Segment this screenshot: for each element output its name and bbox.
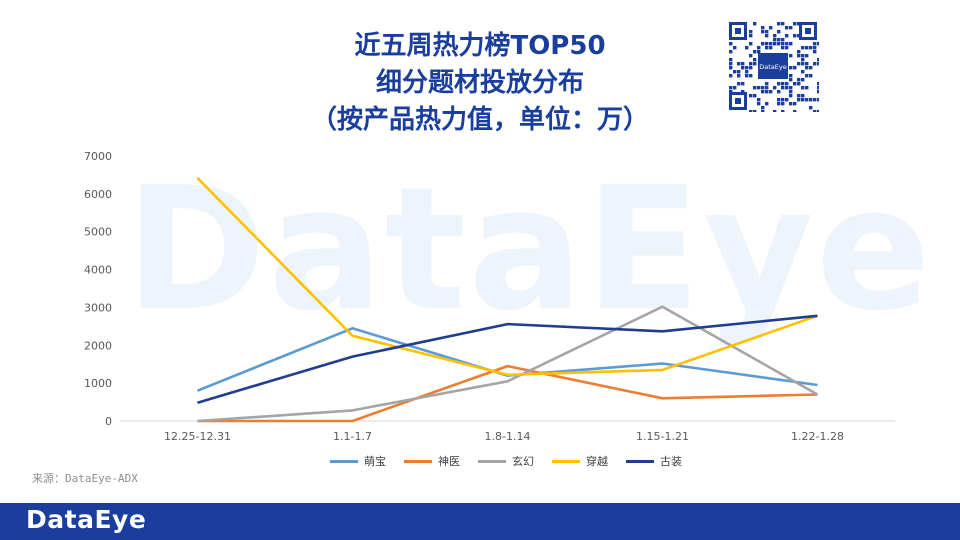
footer-logo: DataEye <box>26 505 147 534</box>
qr-code: DataEye <box>727 20 819 112</box>
legend-item-1: 萌宝 <box>330 453 386 469</box>
qr-badge-text: DataEye <box>759 63 786 71</box>
legend-label: 古装 <box>660 455 682 468</box>
y-tick-label: 2000 <box>84 339 112 352</box>
legend-item-4: 穿越 <box>552 453 608 469</box>
y-tick-label: 3000 <box>84 301 112 314</box>
x-tick-label: 1.15-1.21 <box>636 430 689 443</box>
legend-swatch <box>626 459 654 463</box>
source-note: 来源：DataEye-ADX <box>32 472 138 485</box>
series-line-5 <box>197 314 818 405</box>
y-tick-label: 5000 <box>84 226 112 239</box>
qr-finder-top-right <box>799 22 817 40</box>
y-tick-label: 4000 <box>84 264 112 277</box>
legend-swatch <box>552 459 580 463</box>
x-tick-label: 1.8-1.14 <box>485 430 531 443</box>
legend-swatch <box>478 459 506 463</box>
legend-swatch <box>330 459 358 463</box>
x-tick-label: 1.1-1.7 <box>333 430 372 443</box>
qr-center-badge <box>758 53 788 79</box>
series-lines <box>196 177 819 423</box>
x-tick-label: 12.25-12.31 <box>164 430 231 443</box>
legend-item-2: 神医 <box>404 453 460 469</box>
series-line-3 <box>197 305 819 423</box>
chart-title: 近五周热力榜TOP50 细分题材投放分布 （按产品热力值，单位：万） <box>230 28 730 139</box>
y-tick-label: 7000 <box>84 150 112 163</box>
chart-legend: 萌宝 神医 玄幻 穿越 古装 <box>330 453 682 469</box>
footer-bar: DataEye <box>0 503 960 540</box>
legend-label: 萌宝 <box>364 455 386 468</box>
x-tick-label: 1.22-1.28 <box>791 430 844 443</box>
qr-finder-top-left <box>729 22 747 40</box>
legend-swatch <box>404 459 432 463</box>
legend-item-3: 玄幻 <box>478 453 534 469</box>
y-tick-label: 1000 <box>84 377 112 390</box>
title-line-1: 近五周热力榜TOP50 <box>354 31 606 61</box>
title-line-3: （按产品热力值，单位：万） <box>310 105 649 135</box>
y-tick-label: 6000 <box>84 188 112 201</box>
y-tick-label: 0 <box>105 415 112 428</box>
watermark-logo: DataEye <box>125 151 934 349</box>
title-line-2: 细分题材投放分布 <box>375 68 584 98</box>
series-line-2 <box>197 364 818 423</box>
y-axis-ticks: 0 1000 2000 3000 4000 5000 6000 7000 <box>84 150 112 428</box>
series-line-4 <box>196 177 818 377</box>
legend-label: 玄幻 <box>512 455 534 468</box>
legend-label: 神医 <box>438 455 460 468</box>
legend-item-5: 古装 <box>626 453 682 469</box>
x-axis-ticks: 12.25-12.31 1.1-1.7 1.8-1.14 1.15-1.21 1.22-… <box>164 430 844 443</box>
qr-finder-bottom-left <box>729 92 747 110</box>
legend-label: 穿越 <box>586 455 608 468</box>
